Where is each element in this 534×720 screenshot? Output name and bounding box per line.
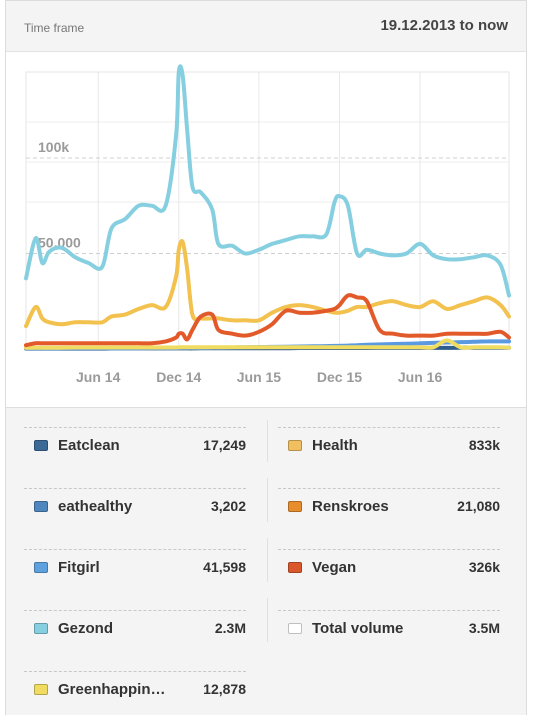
series-line-vegan — [24, 293, 511, 348]
legend-swatch — [34, 562, 48, 573]
legend-item[interactable]: eathealthy 3,202 — [24, 488, 246, 525]
x-tick-label: Jun 16 — [398, 369, 443, 385]
legend-swatch — [34, 623, 48, 634]
legend-divider — [267, 420, 268, 462]
legend-item[interactable]: Renskroes 21,080 — [278, 488, 500, 525]
line-chart: 50,000 100k Jun 14 Dec 14 Jun 15 Dec 15 Jun 16 — [6, 52, 526, 407]
legend-divider — [267, 598, 268, 642]
x-tick-label: Dec 15 — [317, 369, 362, 385]
legend-item[interactable]: Vegan 326k — [278, 549, 500, 586]
legend-swatch — [34, 440, 48, 451]
legend-item[interactable]: Greenhappin… 12,878 — [24, 671, 246, 708]
legend-item[interactable]: Gezond 2.3M — [24, 610, 246, 647]
legend-item-name: Total volume — [312, 620, 404, 637]
legend-item-value: 3.5M — [468, 620, 500, 636]
legend-item-name: Renskroes — [312, 498, 389, 515]
legend-swatch — [288, 562, 302, 573]
chart-svg: 50,000 100k Jun 14 Dec 14 Jun 15 Dec 15 Jun 16 — [24, 64, 511, 385]
legend-item[interactable]: Total volume 3.5M — [278, 610, 500, 647]
time-frame-header: Time frame 19.12.2013 to now — [6, 1, 526, 52]
legend-item-value: 3,202 — [210, 498, 246, 514]
legend-swatch — [288, 440, 302, 451]
x-tick-label: Jun 14 — [76, 369, 121, 385]
legend-swatch — [288, 501, 302, 512]
legend-item-value: 326k — [468, 559, 500, 575]
legend: Eatclean 17,249 Health 833k eathealthy 3,202 R… — [6, 407, 526, 715]
y-tick-label: 100k — [38, 139, 69, 155]
x-tick-label: Dec 14 — [156, 369, 201, 385]
legend-item-name: Greenhappin… — [58, 681, 166, 698]
legend-item-value: 41,598 — [203, 559, 246, 575]
chart-panel: Time frame 19.12.2013 to now 50,000 100k J… — [5, 0, 527, 715]
legend-item[interactable]: Health 833k — [278, 427, 500, 464]
legend-item-value: 17,249 — [203, 437, 246, 453]
legend-item-name: eathealthy — [58, 498, 133, 515]
legend-swatch — [34, 684, 48, 695]
legend-item-value: 12,878 — [203, 681, 246, 697]
series-line-greenhappin — [24, 338, 511, 350]
legend-swatch — [34, 501, 48, 512]
legend-divider — [267, 538, 268, 582]
legend-item-value: 21,080 — [457, 498, 500, 514]
legend-item-name: Vegan — [312, 559, 357, 576]
legend-item-value: 2.3M — [214, 620, 246, 636]
y-tick-label: 50,000 — [38, 234, 81, 250]
time-frame-range[interactable]: 19.12.2013 to now — [380, 17, 508, 34]
legend-swatch — [288, 623, 302, 634]
legend-divider — [267, 478, 268, 522]
legend-item-name: Gezond — [58, 620, 113, 637]
legend-item-value: 833k — [468, 437, 500, 453]
legend-item-name: Fitgirl — [58, 559, 100, 576]
legend-item-name: Health — [312, 437, 358, 454]
series-line-health — [24, 239, 511, 329]
x-tick-label: Jun 15 — [237, 369, 282, 385]
time-frame-label: Time frame — [24, 21, 85, 35]
legend-item[interactable]: Eatclean 17,249 — [24, 427, 246, 464]
legend-item[interactable]: Fitgirl 41,598 — [24, 549, 246, 586]
series-line-gezond — [24, 64, 511, 298]
legend-item-name: Eatclean — [58, 437, 120, 454]
